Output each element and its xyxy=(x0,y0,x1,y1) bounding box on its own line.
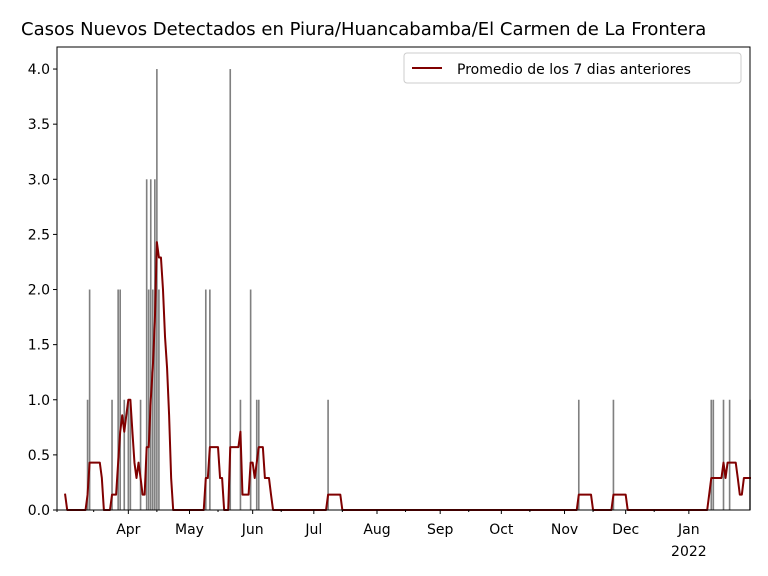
x-tick-label: Jun xyxy=(241,522,264,538)
x-tick-label: Dec xyxy=(612,522,639,538)
bar xyxy=(158,289,160,510)
bar xyxy=(88,289,91,510)
bar xyxy=(139,399,142,510)
y-tick-label: 2.5 xyxy=(28,227,50,243)
line-layer xyxy=(64,241,751,511)
y-tick-label: 0.0 xyxy=(28,503,50,519)
bar xyxy=(710,399,713,510)
bar xyxy=(149,179,152,511)
bar xyxy=(145,179,148,511)
x-tick-label: Jan xyxy=(677,522,700,538)
legend: Promedio de los 7 dias anteriores xyxy=(403,52,742,84)
bar xyxy=(209,289,211,510)
x-tick-label: Sep xyxy=(427,522,454,538)
y-tick-label: 3.0 xyxy=(28,172,50,188)
bar xyxy=(204,289,207,510)
bar xyxy=(123,399,126,510)
x-tick-label: Jul xyxy=(304,522,322,538)
y-tick-label: 2.0 xyxy=(28,283,50,299)
bar xyxy=(129,399,132,510)
y-tick-label: 4.0 xyxy=(28,62,50,78)
legend-label: Promedio de los 7 dias anteriores xyxy=(457,62,691,78)
bar xyxy=(229,69,232,511)
bar xyxy=(151,289,154,510)
bar xyxy=(712,399,715,510)
bar xyxy=(249,289,252,510)
series-line-promedio xyxy=(64,241,751,511)
bar xyxy=(117,289,119,510)
x-tick-label: Apr xyxy=(116,522,140,538)
x-tick-sublabel: 2022 xyxy=(671,544,707,560)
y-tick-label: 3.5 xyxy=(28,117,50,133)
bar xyxy=(156,69,158,511)
bar xyxy=(147,289,150,510)
plot-frame xyxy=(56,46,751,511)
y-tick-label: 1.0 xyxy=(28,393,50,409)
bar xyxy=(728,399,731,510)
axes-layer: 0.0 0.5 1.0 1.5 2.0 2.5 3.0 3.5 4.0 Apr May Jun Jul A… xyxy=(28,46,751,560)
bar xyxy=(257,399,260,510)
x-tick-label: Aug xyxy=(363,522,390,538)
bar xyxy=(327,399,329,510)
bar xyxy=(119,289,121,510)
legend-box xyxy=(403,52,742,84)
x-tick-label: Nov xyxy=(551,522,578,538)
x-tick-label: Oct xyxy=(489,522,514,538)
bar xyxy=(722,399,725,510)
bar xyxy=(111,399,113,510)
bar xyxy=(577,399,580,510)
bar xyxy=(154,179,156,511)
chart-title: Casos Nuevos Detectados en Piura/Huancab… xyxy=(21,19,706,40)
bar xyxy=(255,399,258,510)
bar xyxy=(127,399,130,510)
bar xyxy=(612,399,615,510)
y-tick-label: 0.5 xyxy=(28,448,50,464)
bar xyxy=(86,399,89,510)
y-tick-label: 1.5 xyxy=(28,338,50,354)
x-tick-label: May xyxy=(175,522,204,538)
